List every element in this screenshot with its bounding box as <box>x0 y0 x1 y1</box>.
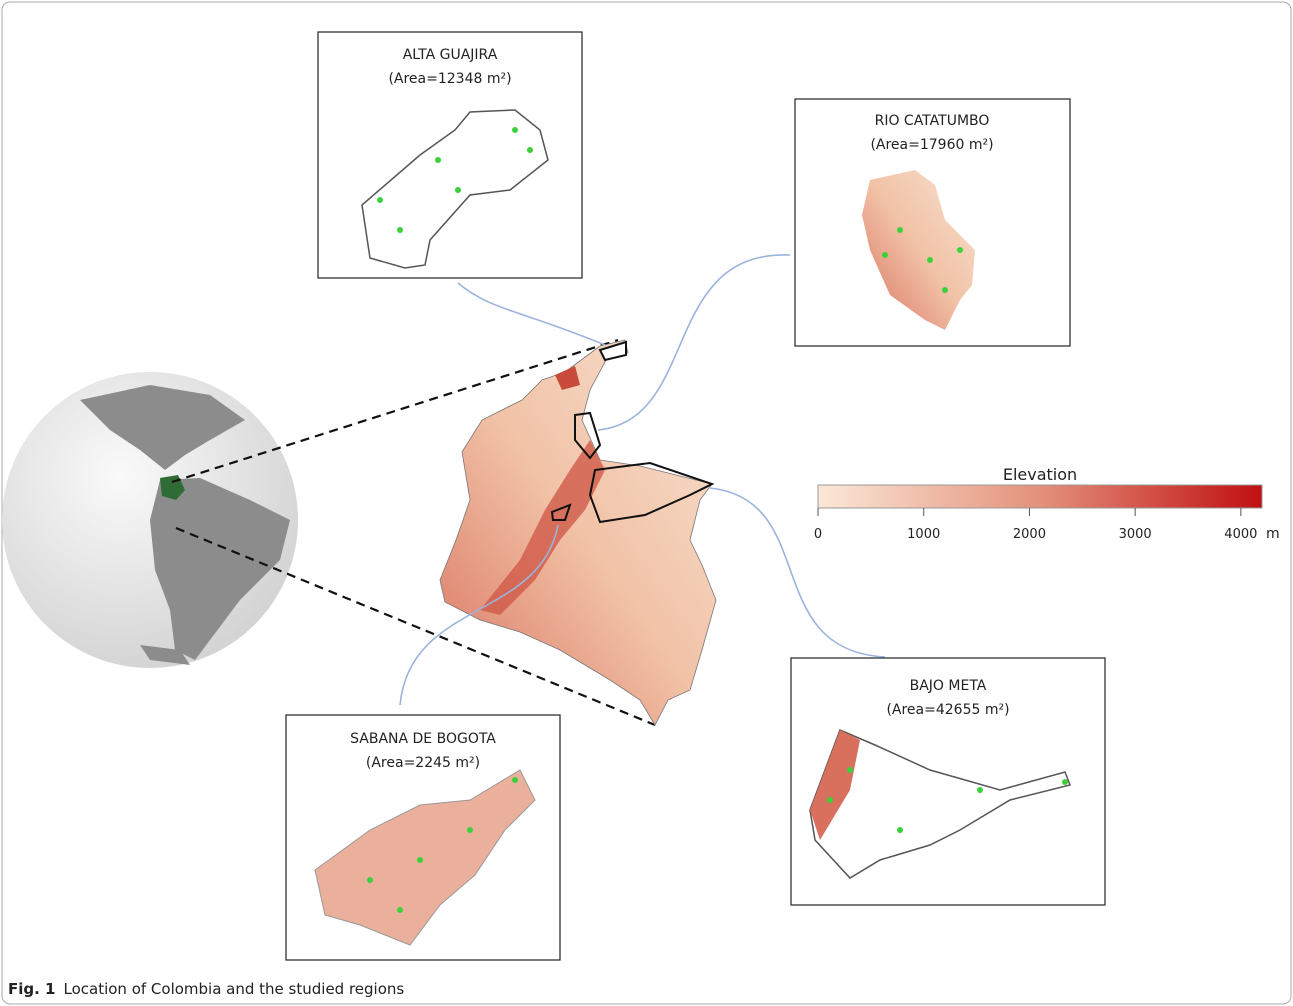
tick-label: 4000 <box>1224 527 1257 542</box>
tick-label: 2000 <box>1013 527 1046 542</box>
tick-label: 1000 <box>907 527 940 542</box>
panel-title: RIO CATATUMBO <box>875 113 990 129</box>
panel-rio-catatumbo: RIO CATATUMBO (Area=17960 m²) <box>795 99 1070 346</box>
tick-label: 0 <box>814 527 822 542</box>
panel-area: (Area=42655 m²) <box>886 702 1009 718</box>
panel-title: BAJO META <box>910 678 987 694</box>
caption-text: Location of Colombia and the studied reg… <box>63 980 404 998</box>
figure: ALTA GUAJIRA (Area=12348 m²) RIO CATATUM… <box>0 0 1293 1006</box>
elevation-legend: Elevation m 0 1000 2000 3000 4000 <box>814 465 1280 542</box>
caption: Fig. 1 Location of Colombia and the studi… <box>8 980 404 998</box>
caption-label: Fig. 1 <box>8 980 55 998</box>
color-bar <box>818 485 1262 508</box>
panel-title: SABANA DE BOGOTA <box>350 731 496 747</box>
panel-bajo-meta: BAJO META (Area=42655 m²) <box>791 658 1105 905</box>
panel-area: (Area=12348 m²) <box>388 71 511 87</box>
tick-label: 3000 <box>1119 527 1152 542</box>
arrow <box>458 283 605 345</box>
arrow <box>710 488 885 657</box>
panel-title: ALTA GUAJIRA <box>403 47 498 63</box>
colombia-map <box>440 340 716 725</box>
globe <box>2 372 298 668</box>
panel-alta-guajira: ALTA GUAJIRA (Area=12348 m²) <box>318 32 582 278</box>
legend-title: Elevation <box>1003 465 1077 484</box>
panel-area: (Area=17960 m²) <box>870 137 993 153</box>
panel-area: (Area=2245 m²) <box>366 755 480 771</box>
legend-unit: m <box>1266 526 1280 542</box>
panel-sabana-de-bogota: SABANA DE BOGOTA (Area=2245 m²) <box>286 715 560 960</box>
